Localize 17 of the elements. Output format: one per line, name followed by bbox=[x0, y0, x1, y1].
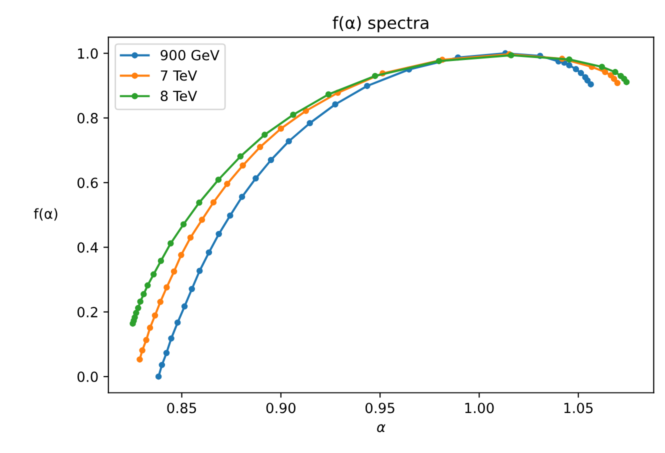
x-tick-label: 1.00 bbox=[465, 402, 494, 414]
y-tick-label: 0.8 bbox=[78, 112, 98, 124]
legend-label: 8 TeV bbox=[160, 90, 198, 102]
y-tick-label: 0.6 bbox=[78, 178, 98, 188]
chart-title: f(α) spectra bbox=[332, 16, 428, 32]
y-tick-label: 0.2 bbox=[78, 306, 98, 318]
x-axis-title: α bbox=[377, 424, 386, 432]
x-tick-label: 0.90 bbox=[266, 402, 296, 414]
y-tick-label: 0.0 bbox=[78, 372, 98, 382]
legend-label: 7 TeV bbox=[160, 70, 198, 81]
x-tick-label: 1.05 bbox=[564, 402, 593, 414]
y-tick-label: 0.4 bbox=[78, 242, 98, 253]
x-tick-label: 0.85 bbox=[167, 402, 196, 414]
y-tick-label: 1.0 bbox=[78, 48, 98, 59]
legend-label: 900 GeV bbox=[160, 50, 220, 60]
y-axis-title: f(α) bbox=[34, 208, 58, 221]
x-tick-label: 0.95 bbox=[366, 402, 394, 414]
